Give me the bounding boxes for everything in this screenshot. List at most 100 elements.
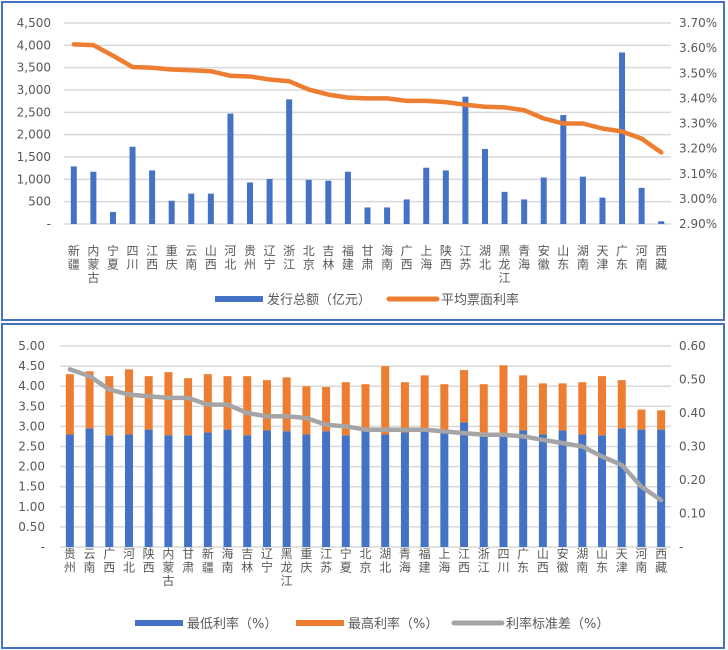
category-label: 黑龙江 xyxy=(499,244,511,285)
bar-max-rate-segment xyxy=(420,375,429,431)
left-axis-tick-label: 4.00 xyxy=(18,379,45,393)
category-label: 江西 xyxy=(146,244,158,272)
left-axis-tick-label: 2.00 xyxy=(18,460,45,474)
category-label: 湖北 xyxy=(479,243,491,272)
category-label: 湖南 xyxy=(577,243,589,272)
category-label: 北京 xyxy=(359,547,371,575)
issuance-chart: - 500 1,000 1,500 2,000 2,500 3,000 3,500 4,000 4… xyxy=(17,16,717,308)
category-label: 广东 xyxy=(616,244,628,272)
category-label: 云南 xyxy=(185,244,197,272)
legend-label: 利率标准差（%） xyxy=(506,616,609,632)
right-axis-tick-label: 3.30% xyxy=(679,117,717,131)
bar xyxy=(501,191,508,224)
right-axis-tick-label: 3.00% xyxy=(679,192,717,206)
category-label: 吉林 xyxy=(241,547,253,575)
category-label: 西藏 xyxy=(655,547,667,575)
bar-max-rate-segment xyxy=(105,376,114,436)
bar xyxy=(90,171,97,224)
bar xyxy=(282,431,291,547)
left-axis-tick-label: 500 xyxy=(28,195,51,209)
bar-max-rate-segment xyxy=(341,382,350,436)
left-axis-tick-label: 2.50 xyxy=(18,440,45,454)
bar xyxy=(344,171,351,224)
bar xyxy=(203,432,212,547)
bar xyxy=(521,199,528,224)
category-label: 湖北 xyxy=(379,546,391,575)
bar xyxy=(322,431,331,547)
bar xyxy=(658,221,665,224)
category-label: 江西 xyxy=(458,547,470,575)
category-label: 陕西 xyxy=(143,546,155,575)
bar xyxy=(262,430,271,547)
bar-max-rate-segment xyxy=(144,376,153,430)
bar xyxy=(302,434,311,547)
category-label: 甘肃 xyxy=(361,244,373,272)
bar xyxy=(168,200,175,224)
bar xyxy=(188,193,195,224)
category-label: 湖南 xyxy=(576,546,588,575)
bar xyxy=(619,52,626,225)
category-label: 江苏 xyxy=(459,244,471,272)
bar-max-rate-segment xyxy=(381,366,390,435)
bar-max-rate-segment xyxy=(558,383,567,431)
category-label: 辽宁 xyxy=(261,547,273,575)
bar xyxy=(124,434,133,547)
category-label: 海南 xyxy=(222,546,234,575)
bar xyxy=(129,146,136,224)
category-label: 上海 xyxy=(420,244,432,272)
bar xyxy=(149,170,156,224)
category-label: 宁夏 xyxy=(340,546,352,575)
bar xyxy=(403,199,410,224)
bar-max-rate-segment xyxy=(65,374,74,435)
bar xyxy=(598,435,607,547)
right-axis-tick-label: 3.70% xyxy=(679,16,717,30)
legend-label: 平均票面利率 xyxy=(441,292,519,308)
bar xyxy=(384,207,391,224)
bar xyxy=(341,435,350,547)
bar xyxy=(599,197,606,224)
left-axis-tick-label: - xyxy=(41,540,45,554)
category-label: 重庆 xyxy=(166,244,178,272)
bar-max-rate-segment xyxy=(400,382,409,433)
bar xyxy=(440,432,449,547)
bar xyxy=(144,429,153,547)
bar xyxy=(638,187,645,224)
bar-max-rate-segment xyxy=(598,376,607,436)
category-label: 安徽 xyxy=(538,243,550,272)
category-label: 西藏 xyxy=(655,244,667,272)
bar xyxy=(227,113,234,224)
bar xyxy=(164,435,173,547)
bar xyxy=(305,179,312,224)
right-axis-tick-label: 0.10 xyxy=(679,507,706,521)
bar-max-rate-segment xyxy=(440,384,449,433)
category-label: 广西 xyxy=(103,547,115,575)
category-label: 黑龙江 xyxy=(281,547,293,588)
bar-max-rate-segment xyxy=(85,371,94,429)
category-label: 甘肃 xyxy=(182,547,194,575)
bar xyxy=(420,430,429,547)
left-axis-tick-label: 0.50 xyxy=(18,520,45,534)
left-axis-tick-label: 2,000 xyxy=(17,128,51,142)
category-label: 新疆 xyxy=(68,243,80,272)
bar-max-rate-segment xyxy=(361,384,370,431)
category-label: 河南 xyxy=(635,547,647,575)
bar xyxy=(65,434,74,547)
bar xyxy=(560,115,567,224)
bar xyxy=(364,207,371,224)
category-label: 内蒙古 xyxy=(162,547,174,588)
bar xyxy=(578,434,587,547)
category-label: 新疆 xyxy=(202,546,214,575)
bar xyxy=(109,211,116,224)
left-axis-tick-label: 1,500 xyxy=(17,150,51,164)
bar-max-rate-segment xyxy=(262,380,271,431)
right-axis-tick-label: 0.50 xyxy=(679,373,706,387)
left-axis-tick-label: 3.00 xyxy=(18,419,45,433)
bar xyxy=(286,99,293,224)
bar xyxy=(558,430,567,547)
bar xyxy=(479,432,488,547)
category-label: 山西 xyxy=(537,547,549,575)
bar xyxy=(481,148,488,224)
bar xyxy=(247,182,254,224)
bar-max-rate-segment xyxy=(243,376,252,436)
category-label: 贵州 xyxy=(244,244,256,272)
